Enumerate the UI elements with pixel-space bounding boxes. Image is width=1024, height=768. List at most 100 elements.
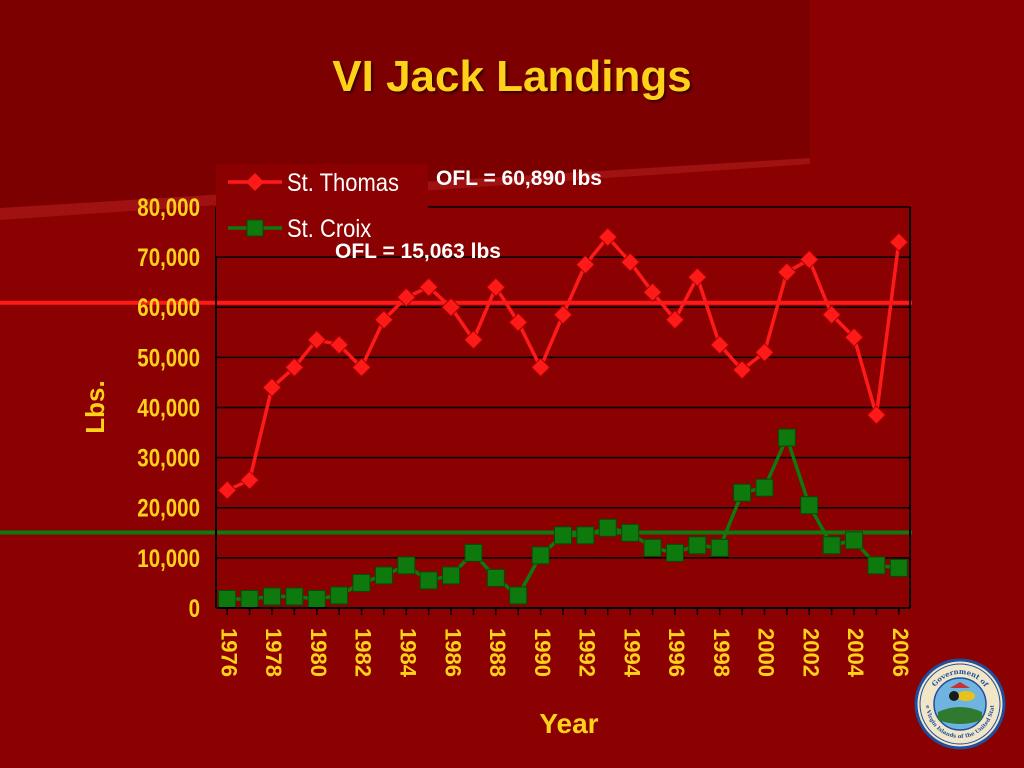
x-tick-label: 1984 [395,628,420,678]
data-point-st-thomas [620,252,640,272]
x-tick-label: 1982 [351,628,376,677]
x-tick-label: 1998 [709,628,734,677]
x-tick-label: 1980 [306,628,331,677]
data-point-st-croix [733,483,752,502]
data-point-st-thomas [844,327,864,348]
series-line-st-thomas [226,235,901,492]
data-point-st-thomas [486,277,506,297]
y-tick-label: 20,000 [137,494,200,522]
data-point-st-thomas [239,470,260,490]
data-point-st-croix [800,496,819,515]
data-point-st-thomas [418,277,439,297]
legend-marker-st-croix [246,219,264,237]
data-point-st-croix [845,531,864,550]
y-tick-label: 30,000 [137,444,200,472]
data-point-st-thomas [374,310,394,330]
data-point-st-croix [621,523,640,542]
data-point-st-thomas [665,310,685,330]
legend-label-st-thomas: St. Thomas [287,169,399,197]
data-point-st-croix [352,573,371,592]
data-point-st-thomas [329,335,349,355]
data-point-st-thomas [710,335,730,355]
y-tick-label: 0 [189,594,200,622]
data-point-st-thomas [307,330,327,350]
y-tick-label: 70,000 [137,243,200,271]
legend-label-st-croix: St. Croix [287,215,372,243]
data-point-st-croix [755,478,774,497]
data-point-st-croix [330,586,349,605]
x-tick-label: 2002 [798,628,823,677]
data-point-st-thomas [463,330,484,350]
data-point-st-thomas [732,360,752,380]
data-point-st-thomas [866,405,887,425]
data-point-st-thomas [598,227,618,247]
data-point-st-croix [777,428,796,447]
data-point-st-croix [218,589,237,608]
ofl-label-st-croix: OFL = 15,063 lbs [335,240,501,263]
data-point-st-croix [598,518,617,537]
x-tick-label: 1978 [261,628,286,677]
data-point-st-croix [240,589,259,608]
x-tick-label: 1996 [664,628,689,677]
data-point-st-thomas [687,267,708,287]
x-axis-title: Year [539,708,598,739]
data-point-st-croix [665,543,684,562]
data-point-st-croix [419,571,438,590]
x-tick-label: 1994 [619,628,644,678]
x-tick-label: 1976 [216,628,241,677]
y-tick-label: 10,000 [137,544,200,572]
data-point-st-croix [822,536,841,555]
data-point-st-croix [576,526,595,545]
data-point-st-croix [397,556,416,575]
axes: 0 10,000 20,000 30,000 40,000 50,000 60,000 70,… [80,193,913,739]
legend: St. Thomas St. Croix [216,164,428,256]
series-line-st-croix [227,435,900,601]
data-point-st-croix [307,589,326,608]
data-point-st-croix [442,566,461,585]
data-point-st-croix [889,558,908,577]
data-point-st-croix [867,556,886,575]
x-tick-label: 2004 [843,628,868,678]
y-tick-label: 60,000 [137,293,200,321]
data-point-st-thomas [530,357,551,378]
data-point-st-thomas [441,297,461,317]
data-point-st-thomas [777,262,797,282]
data-point-st-thomas [396,287,416,307]
data-point-st-croix [710,538,729,557]
data-point-st-croix [486,568,505,587]
data-point-st-thomas [754,342,775,363]
data-point-st-thomas [508,312,528,332]
data-point-st-croix [262,587,281,606]
data-point-st-croix [531,546,550,565]
data-point-st-thomas [799,249,819,270]
legend-marker-st-thomas [246,173,264,191]
data-point-st-croix [464,543,483,562]
x-tick-label: 1986 [440,628,465,677]
data-point-st-thomas [351,357,372,378]
y-tick-label: 80,000 [137,193,200,221]
data-point-st-thomas [642,282,663,302]
x-tick-label: 1988 [485,628,510,677]
slide-title: VI Jack Landings [332,52,692,101]
data-point-st-croix [643,538,662,557]
data-point-st-thomas [575,254,596,275]
data-point-st-croix [688,536,707,555]
x-tick-label: 2000 [754,628,779,677]
data-point-st-croix [285,587,304,606]
x-tick-label: 1990 [530,628,555,677]
data-point-st-thomas [262,377,282,398]
data-point-st-thomas [553,305,573,325]
x-tick-label: 1992 [575,628,600,677]
data-point-st-thomas [284,357,305,378]
y-axis-title: Lbs. [80,380,110,433]
ofl-label-st-thomas: OFL = 60,890 lbs [436,167,602,190]
data-point-st-thomas [821,305,842,325]
government-seal-logo: Government of the Virgin Islands of the … [914,658,1006,750]
y-tick-label: 50,000 [137,343,200,371]
data-point-st-croix [554,526,572,545]
data-point-st-thomas [889,232,909,252]
gridlines [216,206,910,609]
data-point-st-croix [374,566,393,585]
series-lines [217,227,909,608]
